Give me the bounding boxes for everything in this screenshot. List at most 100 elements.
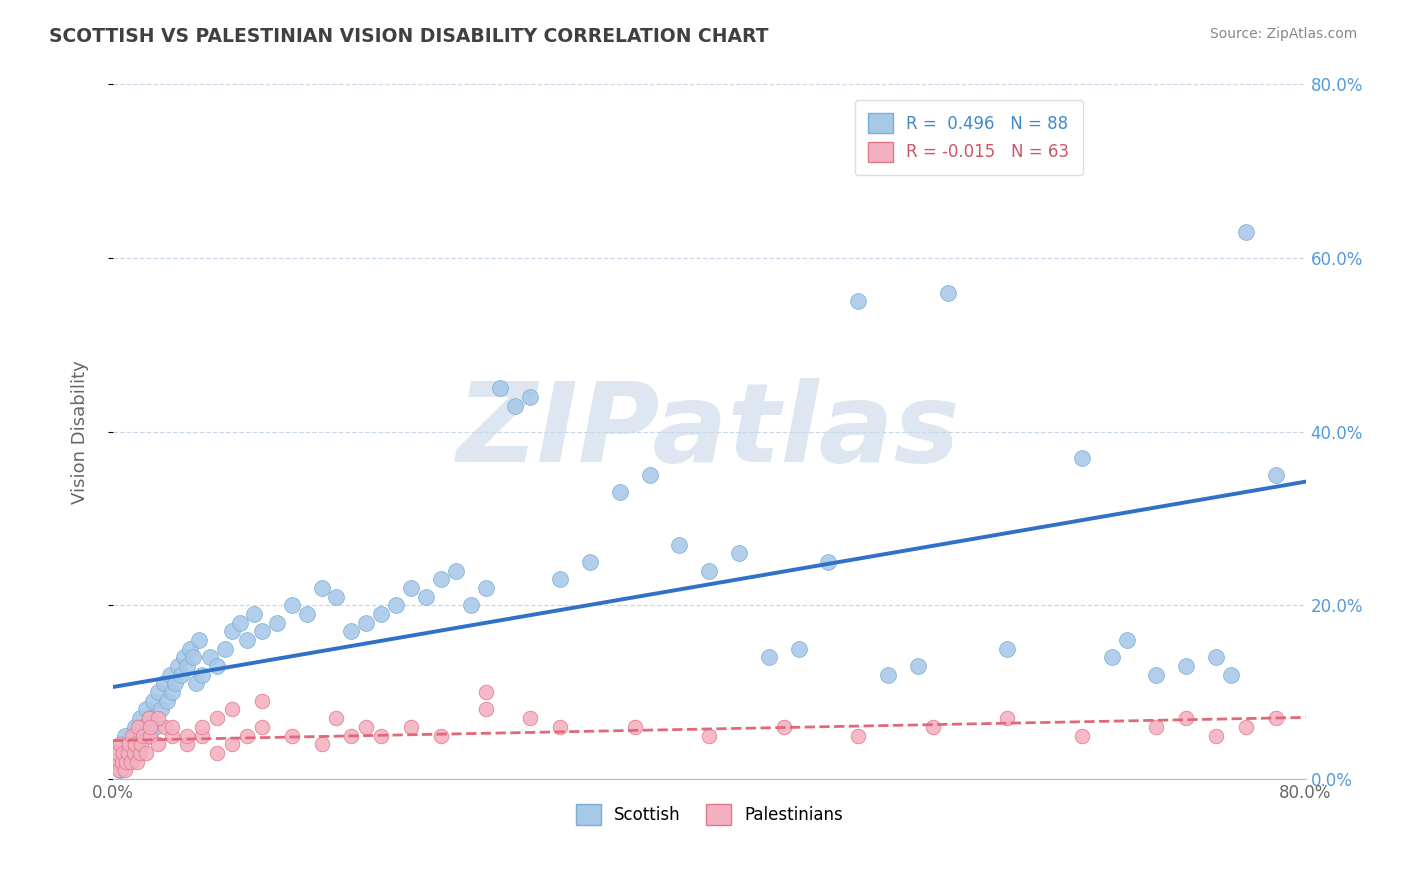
Point bbox=[921, 720, 943, 734]
Point bbox=[817, 555, 839, 569]
Point bbox=[243, 607, 266, 621]
Point bbox=[311, 581, 333, 595]
Point bbox=[340, 729, 363, 743]
Point bbox=[548, 720, 571, 734]
Point bbox=[1146, 720, 1168, 734]
Point bbox=[108, 763, 131, 777]
Point bbox=[176, 737, 198, 751]
Point bbox=[548, 572, 571, 586]
Point bbox=[325, 711, 347, 725]
Point bbox=[128, 711, 150, 725]
Point bbox=[697, 729, 720, 743]
Point bbox=[198, 650, 221, 665]
Point bbox=[122, 729, 145, 743]
Point bbox=[122, 746, 145, 760]
Point bbox=[146, 737, 169, 751]
Point bbox=[149, 702, 172, 716]
Point bbox=[221, 624, 243, 639]
Point bbox=[1146, 667, 1168, 681]
Point bbox=[787, 641, 810, 656]
Point bbox=[1070, 729, 1092, 743]
Point bbox=[146, 711, 169, 725]
Point bbox=[139, 720, 162, 734]
Point bbox=[188, 633, 211, 648]
Point bbox=[111, 737, 134, 751]
Point bbox=[131, 720, 153, 734]
Point bbox=[474, 702, 496, 716]
Point bbox=[877, 667, 900, 681]
Point bbox=[668, 537, 690, 551]
Point bbox=[236, 729, 259, 743]
Point bbox=[505, 399, 527, 413]
Point bbox=[311, 737, 333, 751]
Point bbox=[430, 572, 453, 586]
Point bbox=[1234, 720, 1257, 734]
Point bbox=[120, 737, 142, 751]
Point bbox=[127, 746, 149, 760]
Point bbox=[104, 755, 127, 769]
Point bbox=[385, 599, 408, 613]
Point bbox=[176, 659, 198, 673]
Point bbox=[191, 729, 214, 743]
Point bbox=[399, 720, 422, 734]
Point bbox=[728, 546, 751, 560]
Point bbox=[205, 659, 228, 673]
Point bbox=[170, 667, 193, 681]
Point bbox=[295, 607, 318, 621]
Point bbox=[125, 755, 148, 769]
Point bbox=[139, 711, 162, 725]
Point bbox=[115, 746, 138, 760]
Point bbox=[186, 676, 208, 690]
Point bbox=[460, 599, 482, 613]
Point bbox=[370, 607, 392, 621]
Point bbox=[139, 729, 162, 743]
Point bbox=[115, 755, 138, 769]
Point bbox=[340, 624, 363, 639]
Point bbox=[579, 555, 602, 569]
Point bbox=[124, 737, 146, 751]
Point bbox=[176, 729, 198, 743]
Point bbox=[111, 755, 134, 769]
Point bbox=[191, 720, 214, 734]
Point bbox=[110, 737, 132, 751]
Point bbox=[112, 755, 135, 769]
Point bbox=[995, 641, 1018, 656]
Point bbox=[117, 746, 139, 760]
Point bbox=[936, 285, 959, 300]
Point bbox=[1220, 667, 1243, 681]
Legend: Scottish, Palestinians: Scottish, Palestinians bbox=[568, 796, 851, 833]
Point bbox=[191, 667, 214, 681]
Point bbox=[162, 729, 184, 743]
Point bbox=[167, 659, 190, 673]
Point bbox=[250, 720, 273, 734]
Point bbox=[165, 676, 187, 690]
Point bbox=[179, 641, 201, 656]
Point bbox=[135, 702, 157, 716]
Point bbox=[114, 729, 136, 743]
Point bbox=[221, 702, 243, 716]
Point bbox=[129, 737, 152, 751]
Point bbox=[281, 599, 304, 613]
Point bbox=[104, 755, 127, 769]
Point bbox=[112, 746, 135, 760]
Point bbox=[205, 746, 228, 760]
Point bbox=[1175, 659, 1198, 673]
Point bbox=[250, 694, 273, 708]
Point bbox=[155, 694, 177, 708]
Y-axis label: Vision Disability: Vision Disability bbox=[72, 359, 89, 504]
Point bbox=[907, 659, 929, 673]
Point bbox=[138, 729, 160, 743]
Point bbox=[142, 694, 165, 708]
Point bbox=[138, 711, 160, 725]
Point bbox=[114, 763, 136, 777]
Point bbox=[173, 650, 195, 665]
Point bbox=[399, 581, 422, 595]
Point bbox=[356, 615, 378, 630]
Point bbox=[474, 685, 496, 699]
Point bbox=[125, 737, 148, 751]
Text: Source: ZipAtlas.com: Source: ZipAtlas.com bbox=[1209, 27, 1357, 41]
Text: ZIPatlas: ZIPatlas bbox=[457, 378, 962, 485]
Point bbox=[153, 720, 176, 734]
Point bbox=[118, 737, 141, 751]
Point bbox=[236, 633, 259, 648]
